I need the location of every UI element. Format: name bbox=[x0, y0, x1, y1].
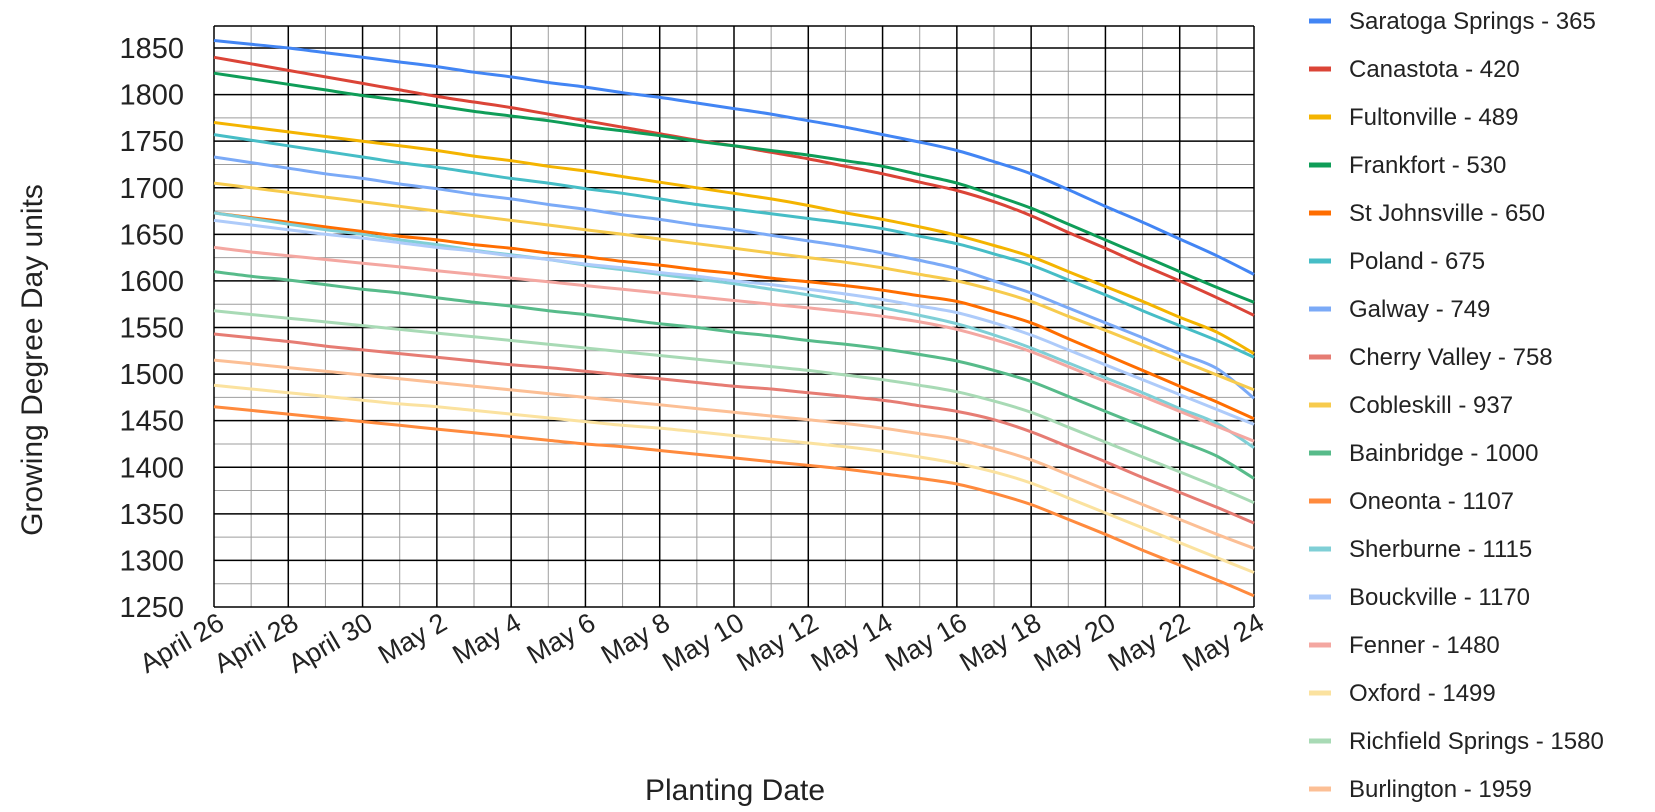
x-axis-title: Planting Date bbox=[645, 774, 825, 807]
series-line-9 bbox=[213, 181, 1255, 392]
series-line-12 bbox=[213, 211, 1255, 449]
series-line-7 bbox=[213, 155, 1255, 400]
x-tick-label: May 20 bbox=[1029, 607, 1121, 677]
legend-label: Saratoga Springs - 365 bbox=[1349, 8, 1596, 35]
x-tick-label: May 22 bbox=[1103, 607, 1195, 677]
series-line-8 bbox=[213, 332, 1255, 525]
legend-label: Bainbridge - 1000 bbox=[1349, 440, 1538, 467]
legend-label: Fenner - 1480 bbox=[1349, 632, 1500, 659]
x-tick-label: May 10 bbox=[657, 607, 749, 677]
series-line-10 bbox=[213, 270, 1255, 480]
x-tick-label: April 30 bbox=[283, 607, 377, 679]
legend-label: Oneonta - 1107 bbox=[1349, 488, 1514, 515]
x-tick-label: May 12 bbox=[732, 607, 824, 677]
y-tick-label: 1400 bbox=[119, 452, 184, 484]
y-tick-label: 1600 bbox=[119, 266, 184, 298]
series-line-3 bbox=[213, 121, 1255, 355]
series-lines bbox=[213, 39, 1255, 598]
y-tick-label: 1500 bbox=[119, 359, 184, 391]
legend-label: Richfield Springs - 1580 bbox=[1349, 728, 1604, 755]
series-line-6 bbox=[213, 133, 1255, 359]
y-tick-label: 1450 bbox=[119, 406, 184, 438]
legend-label: Fultonville - 489 bbox=[1349, 104, 1518, 131]
legend-label: Galway - 749 bbox=[1349, 296, 1490, 323]
y-axis-tick-labels: 1250 1300 1350 1400 1450 1500 1550 1600 1650 1700… bbox=[119, 33, 184, 624]
legend-label: Bouckville - 1170 bbox=[1349, 584, 1530, 611]
legend-label: St Johnsville - 650 bbox=[1349, 200, 1545, 227]
y-tick-label: 1650 bbox=[119, 219, 184, 251]
x-tick-label: May 16 bbox=[880, 607, 972, 677]
y-tick-label: 1350 bbox=[119, 499, 184, 531]
series-line-1 bbox=[213, 39, 1255, 276]
y-tick-label: 1850 bbox=[119, 33, 184, 65]
x-tick-label: May 4 bbox=[447, 607, 526, 670]
legend-label: Sherburne - 1115 bbox=[1349, 536, 1532, 563]
x-tick-label: May 2 bbox=[373, 607, 452, 670]
legend-label: Cobleskill - 937 bbox=[1349, 392, 1513, 419]
y-tick-label: 1300 bbox=[119, 545, 184, 577]
y-tick-label: 1700 bbox=[119, 173, 184, 205]
legend-label: Frankfort - 530 bbox=[1349, 152, 1506, 179]
y-tick-label: 1800 bbox=[119, 80, 184, 112]
y-tick-label: 1250 bbox=[119, 592, 184, 624]
x-tick-label: May 24 bbox=[1177, 607, 1269, 677]
y-axis-title: Growing Degree Day units bbox=[16, 184, 49, 536]
series-line-17 bbox=[213, 358, 1255, 550]
major-gridlines bbox=[213, 25, 1255, 608]
y-tick-label: 1550 bbox=[119, 313, 184, 345]
legend-label: Cherry Valley - 758 bbox=[1349, 344, 1553, 371]
legend-label: Canastota - 420 bbox=[1349, 56, 1520, 83]
x-tick-label: April 28 bbox=[209, 607, 303, 679]
legend-label: Burlington - 1959 bbox=[1349, 776, 1532, 803]
x-tick-label: May 14 bbox=[806, 607, 898, 677]
series-line-11 bbox=[213, 405, 1255, 598]
x-tick-label: May 6 bbox=[522, 607, 601, 670]
series-line-14 bbox=[213, 245, 1255, 443]
series-line-13 bbox=[213, 218, 1255, 426]
legend-label: Oxford - 1499 bbox=[1349, 680, 1496, 707]
series-line-15 bbox=[213, 383, 1255, 574]
y-tick-label: 1750 bbox=[119, 126, 184, 158]
legend: Saratoga Springs - 365 Canastota - 420 Ful… bbox=[1309, 8, 1604, 803]
series-line-16 bbox=[213, 309, 1255, 505]
series-line-4 bbox=[213, 71, 1255, 304]
x-tick-label: May 18 bbox=[954, 607, 1046, 677]
legend-label: Poland - 675 bbox=[1349, 248, 1485, 275]
series-line-5 bbox=[213, 211, 1255, 421]
